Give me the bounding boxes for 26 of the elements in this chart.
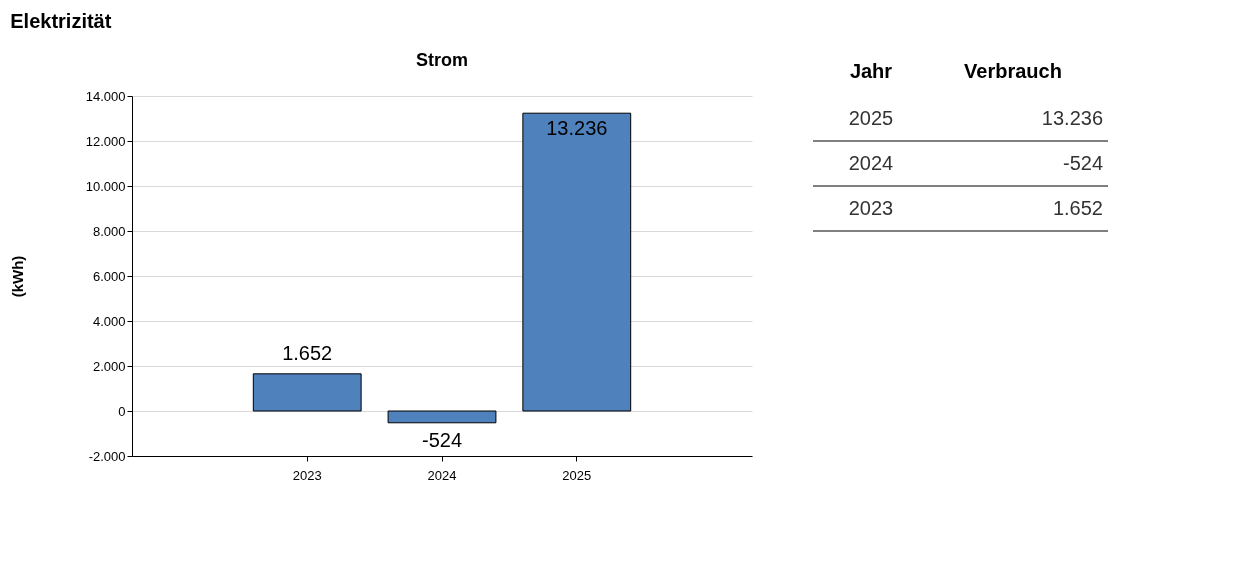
text: -524 bbox=[1062, 151, 1103, 174]
y-tick-label: 6.000 bbox=[92, 268, 126, 284]
chart-subtitle: Strom bbox=[415, 50, 469, 70]
y-tick-label: 10.000 bbox=[85, 178, 126, 194]
y-tick-label: 2.000 bbox=[92, 358, 126, 374]
category-label: 2025 bbox=[848, 106, 894, 129]
x-tick-label: 2024 bbox=[427, 467, 457, 483]
y-tick-label: -2.000 bbox=[88, 448, 126, 464]
x-tick-label: 2025 bbox=[562, 467, 592, 483]
y-tick-label: 0 bbox=[118, 403, 126, 419]
data-label: 13.236 bbox=[546, 117, 608, 140]
text: Jahr bbox=[849, 60, 893, 82]
data-label: -524 bbox=[421, 428, 463, 451]
y-tick-label: 4.000 bbox=[92, 313, 126, 329]
y-tick-label: 12.000 bbox=[85, 133, 126, 149]
chart-title: Elektrizität bbox=[10, 10, 112, 32]
data-label: 1.652 bbox=[282, 341, 333, 364]
text: 1.652 bbox=[1052, 196, 1103, 219]
y-axis-title: (kWh) bbox=[8, 255, 26, 298]
y-tick-label: 14.000 bbox=[85, 88, 126, 104]
x-tick-label: 2023 bbox=[292, 467, 322, 483]
category-label: 2023 bbox=[848, 196, 894, 219]
text: Verbrauch bbox=[964, 60, 1062, 82]
y-tick-label: 8.000 bbox=[92, 223, 126, 239]
category-label: 2024 bbox=[848, 151, 894, 174]
text: 13.236 bbox=[1041, 106, 1103, 129]
